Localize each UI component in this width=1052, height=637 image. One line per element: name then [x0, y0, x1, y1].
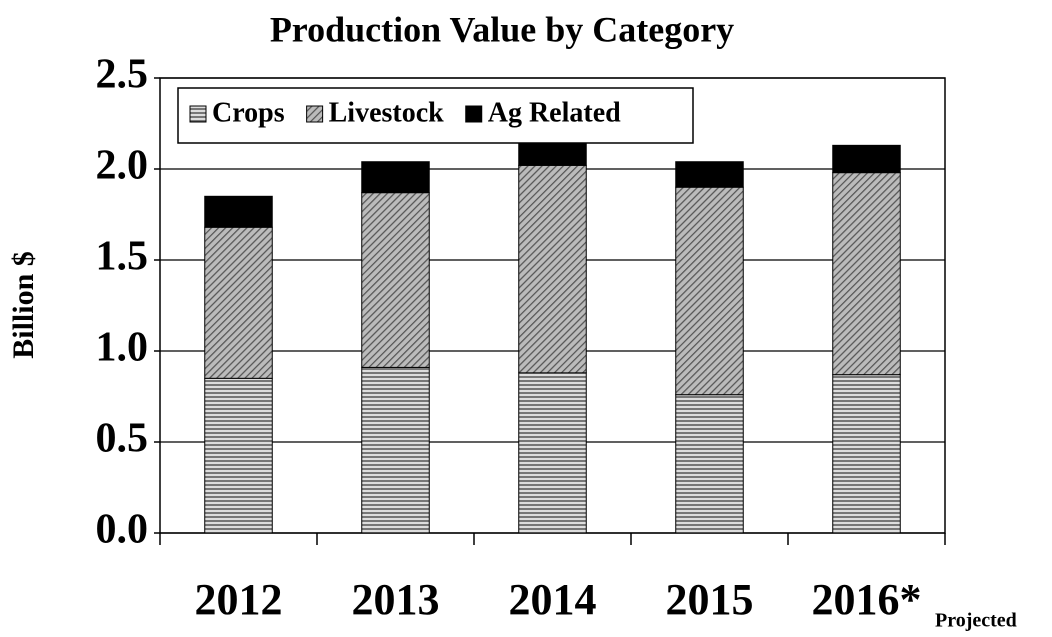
bar-segment — [361, 366, 430, 534]
bar-segment — [204, 226, 273, 379]
x-tick-label: 2014 — [509, 575, 597, 624]
bar-segment — [832, 144, 901, 174]
bar-segment — [518, 164, 587, 374]
y-axis-label: Billion $ — [7, 251, 40, 359]
y-tick-label: 0.5 — [96, 416, 149, 462]
chart-title: Production Value by Category — [270, 9, 734, 49]
bar-segment — [832, 374, 901, 534]
x-tick-label: 2013 — [352, 575, 440, 624]
y-tick-label: 2.0 — [96, 143, 149, 189]
bar-segment — [204, 377, 273, 534]
y-tick-label: 1.0 — [96, 325, 149, 371]
bar-segment — [518, 372, 587, 534]
legend-box — [177, 87, 694, 144]
bar-segment — [675, 186, 744, 396]
legend-swatch — [189, 105, 207, 123]
annotation: Projected — [935, 610, 1017, 632]
legend-swatch — [465, 105, 483, 123]
bar-segment — [832, 172, 901, 376]
x-tick-label: 2015 — [666, 575, 754, 624]
x-tick-label: 2016* — [812, 575, 922, 624]
bar-segment — [361, 161, 430, 194]
x-tick-label: 2012 — [195, 575, 283, 624]
legend-swatch — [306, 105, 324, 123]
bar-segment — [361, 192, 430, 368]
y-tick-label: 2.5 — [96, 52, 149, 98]
legend-label: Crops — [212, 97, 285, 128]
bar-segment — [204, 195, 273, 228]
bar-segment — [675, 394, 744, 534]
y-tick-label: 0.0 — [96, 507, 149, 553]
y-tick-label: 1.5 — [96, 234, 149, 280]
legend-label: Livestock — [329, 97, 445, 128]
legend-label: Ag Related — [488, 97, 621, 128]
bar-segment — [675, 161, 744, 188]
